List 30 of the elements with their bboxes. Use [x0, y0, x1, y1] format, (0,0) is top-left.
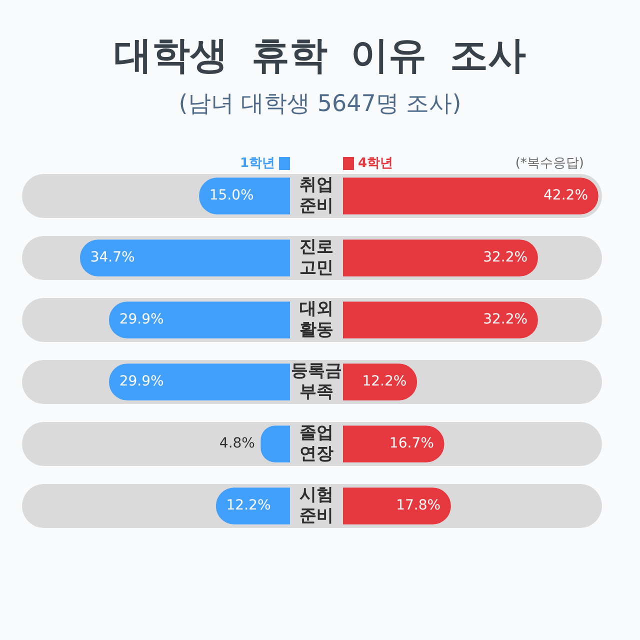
- annotation: (*복수응답): [515, 155, 584, 172]
- data-label: 32.2%: [483, 312, 528, 328]
- data-label: 16.7%: [389, 436, 434, 452]
- y-tick-label: 진로 고민: [300, 236, 334, 278]
- data-label: 32.2%: [483, 250, 528, 266]
- y-tick-label: 등록금 부족: [291, 360, 342, 402]
- chart-title: 대학생 휴학 이유 조사: [113, 32, 527, 79]
- bar: [108, 364, 290, 400]
- bar: [343, 488, 451, 524]
- data-label: 29.9%: [119, 312, 164, 328]
- data-label: 15.0%: [209, 188, 254, 204]
- bar: [216, 488, 290, 524]
- y-tick-label: 졸업 연장: [300, 422, 334, 464]
- bar: [343, 426, 444, 462]
- bar: [108, 302, 290, 338]
- data-label: 17.8%: [396, 498, 441, 514]
- legend-label: 1학년: [240, 155, 275, 172]
- y-tick-label: 대외 활동: [300, 298, 334, 340]
- data-label: 42.2%: [544, 188, 588, 204]
- y-tick-label: 취업 준비: [300, 174, 334, 216]
- data-label: 4.8%: [219, 436, 255, 452]
- bar: [199, 178, 290, 214]
- bar: [343, 364, 418, 400]
- legend-label: 4학년: [358, 155, 394, 172]
- data-label: 29.9%: [119, 374, 164, 390]
- data-label: 34.7%: [90, 250, 135, 266]
- data-label: 12.2%: [362, 374, 407, 390]
- data-label: 12.2%: [226, 498, 271, 514]
- chart-subtitle: (남녀 대학생 5647명 조사): [178, 90, 462, 119]
- y-tick-label: 시험 준비: [300, 484, 334, 526]
